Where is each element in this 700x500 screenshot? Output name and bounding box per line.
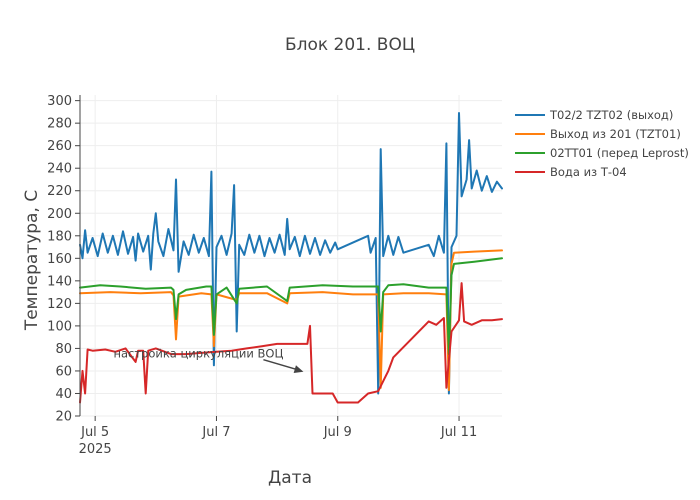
annotation-arrowhead — [293, 365, 304, 373]
y-tick-label: 100 — [47, 319, 72, 334]
annotation-text: настройка циркуляции ВОЦ — [113, 347, 283, 361]
y-tick-label: 120 — [47, 297, 72, 312]
x-tick-label: Jul 5 — [80, 425, 109, 440]
x-tick-label: Jul 9 — [323, 425, 352, 440]
series-line-4 — [79, 282, 503, 404]
legend-label: T02/2 TZT02 (выход) — [549, 108, 673, 122]
axes: 20 40 60 80 100 120 140 160 180 200 220 240 260 280 30… — [47, 94, 477, 457]
y-tick-label: 280 — [47, 117, 72, 132]
y-tick-label: 220 — [47, 184, 72, 199]
y-tick-label: 180 — [47, 229, 72, 244]
y-tick-label: 160 — [47, 252, 72, 267]
series-line-3 — [79, 257, 503, 356]
y-tick-label: 20 — [55, 410, 72, 425]
y-tick-label: 240 — [47, 162, 72, 177]
annotation: настройка циркуляции ВОЦ — [113, 347, 304, 373]
annotation-arrow — [263, 358, 298, 371]
x-tick-label: Jul 11 — [440, 425, 477, 440]
legend: T02/2 TZT02 (выход) Выход из 201 (TZT01) 0… — [515, 108, 689, 179]
legend-label: Вода из Т-04 — [550, 165, 627, 179]
grid — [80, 95, 502, 417]
y-tick-label: 140 — [47, 274, 72, 289]
y-axis-title: Температура, С — [22, 190, 42, 331]
x-axis-title: Дата — [268, 468, 312, 488]
x-tick-sublabel: 2025 — [79, 442, 112, 457]
y-tick-label: 260 — [47, 139, 72, 154]
y-axis-ticks: 20 40 60 80 100 120 140 160 180 200 220 240 260 280 30… — [47, 94, 81, 425]
x-tick-label: Jul 7 — [201, 425, 230, 440]
y-tick-label: 60 — [55, 364, 72, 379]
y-tick-label: 200 — [47, 207, 72, 222]
chart-title: Блок 201. ВОЦ — [285, 35, 415, 55]
y-tick-label: 300 — [47, 94, 72, 109]
x-axis-ticks: Jul 5 2025 Jul 7 Jul 9 Jul 11 — [79, 416, 477, 457]
series-layer — [79, 112, 503, 404]
legend-label: 02TT01 (перед Leprost) — [550, 146, 689, 160]
y-tick-label: 80 — [55, 342, 72, 357]
y-tick-label: 40 — [55, 387, 72, 402]
legend-label: Выход из 201 (TZT01) — [550, 127, 681, 141]
series-line-1 — [79, 112, 503, 395]
